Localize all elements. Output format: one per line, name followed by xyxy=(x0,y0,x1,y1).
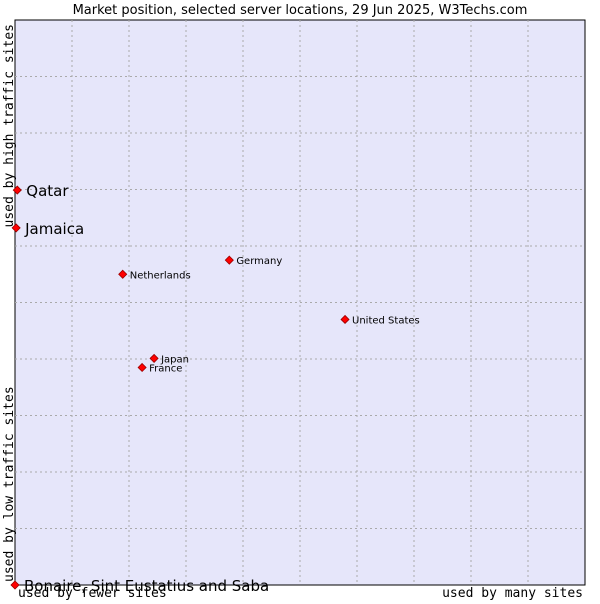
point-marker-jamaica xyxy=(11,223,21,233)
data-point-jamaica: Jamaica xyxy=(11,220,84,238)
point-label-germany: Germany xyxy=(236,256,282,267)
data-point-japan: Japan xyxy=(149,353,189,365)
point-label-united-states: United States xyxy=(352,315,420,326)
data-points: Qatar Jamaica Germany Netherlands United Sta… xyxy=(10,182,420,595)
x-axis-label-high: used by many sites xyxy=(442,586,583,600)
grid-lines xyxy=(15,20,585,585)
data-point-qatar: Qatar xyxy=(12,182,69,200)
point-marker-japan xyxy=(149,353,159,364)
y-axis-label-high: used by high traffic sites xyxy=(2,24,17,228)
point-marker-france xyxy=(137,362,147,373)
point-label-qatar: Qatar xyxy=(26,182,69,200)
point-label-bonaire-sint-eustatius-and-saba: Bonaire, Sint Eustatius and Saba xyxy=(24,577,269,595)
point-marker-qatar xyxy=(12,185,22,195)
point-label-france: France xyxy=(149,363,182,374)
point-label-jamaica: Jamaica xyxy=(24,220,84,238)
data-point-germany: Germany xyxy=(224,255,282,267)
data-point-netherlands: Netherlands xyxy=(118,269,191,281)
point-marker-germany xyxy=(224,255,234,265)
point-label-japan: Japan xyxy=(160,354,189,365)
point-label-netherlands: Netherlands xyxy=(130,270,191,281)
data-point-united-states: United States xyxy=(340,314,420,326)
data-point-france: France xyxy=(137,362,182,374)
point-marker-united-states xyxy=(340,314,350,325)
x-axis-label-low: used by fewer sites xyxy=(18,586,167,600)
chart-title: Market position, selected server locatio… xyxy=(73,3,528,18)
data-point-bonaire-sint-eustatius-and-saba: Bonaire, Sint Eustatius and Saba xyxy=(10,577,269,595)
point-marker-netherlands xyxy=(118,269,128,279)
y-axis-label-low: used by low traffic sites xyxy=(2,386,17,582)
point-marker-bonaire-sint-eustatius-and-saba xyxy=(10,580,20,590)
